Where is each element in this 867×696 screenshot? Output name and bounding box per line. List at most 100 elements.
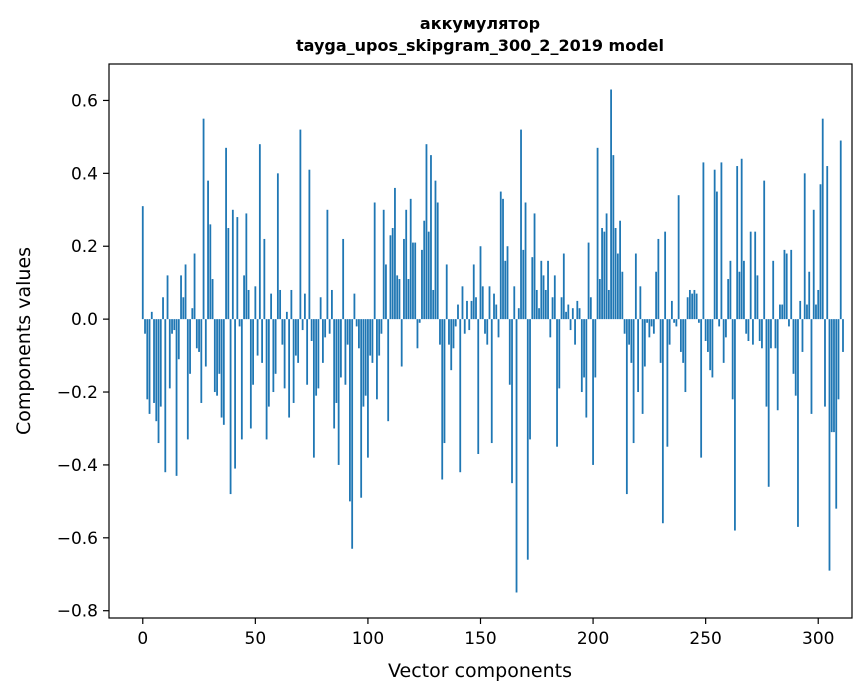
bar-55 — [265, 319, 268, 440]
bar-255 — [716, 191, 718, 320]
bar-63 — [283, 319, 286, 389]
bar-175 — [535, 289, 538, 320]
bar-227 — [652, 319, 655, 334]
bar-35 — [220, 319, 223, 418]
bar-39 — [229, 319, 232, 495]
bar-127 — [427, 231, 430, 320]
bar-124 — [421, 249, 423, 320]
bar-167 — [517, 308, 520, 320]
bar-262 — [731, 319, 734, 400]
bar-68 — [294, 319, 297, 356]
bar-75 — [310, 319, 313, 341]
bar-307 — [833, 319, 835, 433]
bar-243 — [688, 289, 691, 320]
bar-240 — [682, 319, 685, 363]
bar-217 — [630, 319, 633, 363]
bar-242 — [686, 297, 689, 320]
bar-140 — [457, 304, 459, 320]
x-tick-label: 0 — [137, 629, 148, 649]
bar-31 — [211, 279, 214, 320]
bar-50 — [254, 286, 257, 320]
bar-198 — [587, 242, 590, 320]
y-tick-label: −0.8 — [57, 602, 98, 622]
bar-270 — [749, 231, 752, 320]
bar-235 — [670, 300, 673, 320]
bar-260 — [727, 279, 730, 320]
bar-73 — [306, 319, 309, 385]
bar-58 — [272, 319, 275, 393]
bar-197 — [585, 319, 588, 418]
bar-94 — [353, 293, 356, 320]
bar-32 — [213, 319, 216, 393]
bar-300 — [817, 289, 820, 320]
bar-290 — [794, 319, 797, 396]
bar-297 — [810, 319, 813, 414]
bar-88 — [340, 319, 342, 378]
bar-272 — [754, 231, 757, 320]
bar-207 — [607, 289, 610, 320]
bar-222 — [641, 319, 644, 414]
bar-196 — [583, 319, 585, 378]
x-tick-label: 150 — [464, 629, 496, 649]
bar-112 — [394, 187, 396, 320]
bar-155 — [490, 319, 493, 444]
bar-215 — [625, 319, 628, 495]
bar-159 — [499, 191, 502, 320]
bar-161 — [504, 260, 507, 320]
bar-261 — [729, 260, 732, 320]
bar-132 — [439, 319, 441, 345]
bar-302 — [821, 118, 824, 320]
bar-89 — [342, 238, 345, 320]
y-tick-label: −0.6 — [57, 529, 98, 549]
bar-153 — [486, 319, 489, 345]
bar-250 — [704, 319, 707, 341]
bar-190 — [569, 319, 572, 331]
bar-19 — [184, 264, 187, 320]
bar-266 — [740, 158, 743, 320]
bar-289 — [792, 319, 795, 374]
bar-168 — [520, 129, 522, 320]
bar-292 — [799, 300, 802, 320]
bar-115 — [400, 319, 403, 367]
chart-title-line2: tayga_upos_skipgram_300_2_2019 model — [296, 36, 664, 55]
bar-20 — [186, 319, 189, 440]
bar-293 — [801, 319, 804, 352]
bar-7 — [157, 319, 160, 444]
bar-308 — [835, 319, 838, 509]
bar-305 — [828, 319, 831, 571]
bar-113 — [396, 275, 399, 320]
bar-53 — [261, 319, 264, 363]
bar-5 — [153, 319, 155, 403]
bar-294 — [803, 173, 806, 320]
bar-233 — [666, 319, 669, 447]
bar-157 — [495, 304, 498, 320]
bar-107 — [382, 209, 385, 320]
bar-38 — [227, 228, 230, 320]
x-tick-label: 100 — [352, 629, 384, 649]
bar-49 — [252, 319, 254, 385]
bar-220 — [637, 319, 640, 393]
bar-82 — [326, 209, 329, 320]
bar-267 — [743, 260, 745, 320]
bar-11 — [166, 275, 169, 320]
bar-28 — [204, 319, 207, 367]
x-tick-label: 300 — [802, 629, 834, 649]
bar-282 — [776, 319, 779, 411]
bar-238 — [677, 195, 680, 320]
bar-102 — [371, 319, 374, 363]
bar-52 — [258, 144, 261, 320]
bar-281 — [774, 319, 777, 349]
bar-306 — [830, 319, 833, 433]
bar-30 — [209, 224, 212, 320]
bar-16 — [177, 319, 180, 360]
bar-47 — [247, 289, 250, 320]
bar-249 — [702, 162, 705, 320]
bar-48 — [249, 319, 252, 429]
bar-80 — [321, 319, 324, 363]
bar-273 — [756, 275, 759, 320]
bar-4 — [150, 311, 153, 320]
bar-9 — [162, 297, 164, 320]
bar-203 — [598, 279, 601, 320]
bar-309 — [837, 319, 840, 400]
bar-42 — [236, 217, 239, 320]
